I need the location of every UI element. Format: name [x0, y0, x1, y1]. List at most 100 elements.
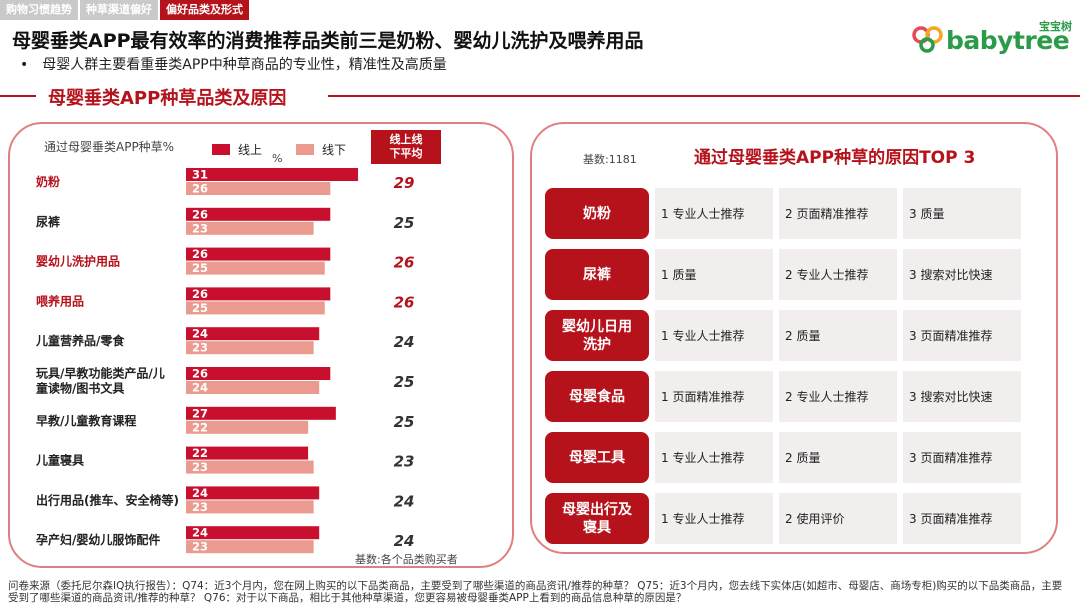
legend-online-label: 线上: [238, 143, 263, 157]
reason-item: 2 专业人士推荐: [779, 249, 897, 300]
section-rule-left: [0, 95, 36, 97]
section-title: 母婴垂类APP种草品类及原因: [48, 88, 287, 109]
reason-item: 2 专业人士推荐: [779, 371, 897, 422]
tab-category-preference[interactable]: 偏好品类及形式: [160, 0, 249, 20]
chart-axis-label: 通过母婴垂类APP种草%: [44, 140, 175, 154]
bar-value-label: 31: [192, 168, 208, 182]
category-label: 孕产妇/婴幼儿服饰配件: [36, 532, 160, 547]
reason-item: 2 使用评价: [779, 493, 897, 544]
reason-item: 3 搜索对比快速: [903, 249, 1021, 300]
category-label: 出行用品(推车、安全椅等): [36, 492, 179, 507]
reason-item: 3 页面精准推荐: [903, 493, 1021, 544]
bar-value-label: 26: [192, 367, 208, 381]
reason-row: 母婴出行及寝具 1 专业人士推荐 2 使用评价 3 页面精准推荐: [545, 493, 1021, 544]
bar-offline: [186, 221, 314, 235]
reason-category: 母婴食品: [545, 371, 649, 422]
reason-item: 1 专业人士推荐: [655, 432, 773, 483]
reason-category: 尿裤: [545, 249, 649, 300]
babytree-logo: babytree 宝宝树: [912, 18, 1072, 60]
bar-value-label: 24: [192, 486, 208, 500]
category-label: 儿童寝具: [35, 453, 84, 468]
bar-offline: [186, 182, 331, 195]
bar-value-label: 26: [192, 287, 208, 301]
reason-item: 1 专业人士推荐: [655, 188, 773, 239]
average-value: 26: [394, 293, 415, 311]
reason-row: 尿裤 1 质量 2 专业人士推荐 3 搜索对比快速: [545, 249, 1021, 300]
bar-offline: [186, 301, 325, 315]
reason-item: 1 页面精准推荐: [655, 371, 773, 422]
average-value: 24: [394, 333, 415, 351]
section-rule-right: [328, 95, 1080, 97]
bar-online: [186, 367, 331, 380]
bar-offline: [186, 500, 314, 514]
legend-offline-label: 线下: [322, 143, 347, 157]
legend-offline-swatch: [296, 144, 314, 155]
bar-online: [186, 486, 320, 500]
category-label: 喂养用品: [36, 293, 84, 308]
category-label: 玩具/早教功能类产品/儿: [36, 366, 165, 381]
bar-value-label: 23: [192, 341, 208, 355]
bar-online: [186, 406, 336, 420]
logo-chinese: 宝宝树: [1039, 20, 1072, 33]
reason-item: 3 质量: [903, 188, 1021, 239]
reason-item: 1 专业人士推荐: [655, 310, 773, 361]
reason-category: 奶粉: [545, 188, 649, 239]
reason-row: 奶粉 1 专业人士推荐 2 页面精准推荐 3 质量: [545, 188, 1021, 239]
bar-value-label: 25: [192, 301, 208, 315]
average-value: 24: [394, 532, 415, 550]
page-title: 母婴垂类APP最有效率的消费推荐品类前三是奶粉、婴幼儿洗护及喂养用品: [12, 30, 644, 52]
bar-value-label: 26: [192, 182, 208, 196]
tab-seeding-channel[interactable]: 种草渠道偏好: [80, 0, 158, 20]
tab-bar: 购物习惯趋势 种草渠道偏好 偏好品类及形式: [0, 0, 251, 20]
reason-row: 母婴食品 1 页面精准推荐 2 专业人士推荐 3 搜索对比快速: [545, 371, 1021, 422]
bar-value-label: 24: [192, 526, 208, 540]
source-footnote: 问卷来源（委托尼尔森IQ执行报告）：Q74：近3个月内，您在网上购买的以下品类商…: [8, 580, 1063, 604]
chart-unit: %: [272, 152, 283, 165]
bar-online: [186, 446, 309, 460]
chart-base-note: 基数:各个品类购买者: [355, 553, 458, 566]
reason-category: 母婴工具: [545, 432, 649, 483]
bar-value-label: 23: [192, 500, 208, 514]
bar-value-label: 26: [192, 247, 208, 261]
category-label: 儿童营养品/零食: [35, 333, 125, 348]
bullet-mark: •: [20, 57, 29, 73]
bar-offline: [186, 540, 314, 554]
bar-online: [186, 526, 320, 540]
reason-item: 2 质量: [779, 432, 897, 483]
bar-offline: [186, 460, 314, 474]
category-label: 奶粉: [36, 174, 60, 189]
bar-value-label: 26: [192, 207, 208, 221]
average-value: 25: [394, 214, 415, 232]
bar-online: [186, 287, 331, 301]
logo-wordmark: babytree: [946, 26, 1070, 55]
bar-online: [186, 207, 331, 221]
bar-value-label: 22: [192, 446, 208, 460]
category-label: 童读物/图书文具: [36, 381, 124, 396]
reason-row: 母婴工具 1 专业人士推荐 2 质量 3 页面精准推荐: [545, 432, 1021, 483]
bar-online: [186, 168, 359, 181]
average-value: 29: [394, 174, 415, 192]
tab-shopping-trend[interactable]: 购物习惯趋势: [0, 0, 78, 20]
bar-offline: [186, 420, 309, 434]
bar-offline: [186, 341, 314, 355]
bar-online: [186, 327, 320, 341]
reasons-title: 通过母婴垂类APP种草的原因TOP 3: [694, 148, 976, 168]
average-value: 23: [394, 453, 415, 471]
reason-category: 婴幼儿日用洗护: [545, 310, 649, 361]
reason-row: 婴幼儿日用洗护 1 专业人士推荐 2 质量 3 页面精准推荐: [545, 310, 1021, 361]
reason-item: 3 页面精准推荐: [903, 432, 1021, 483]
category-label: 尿裤: [36, 214, 60, 229]
bar-value-label: 23: [192, 460, 208, 474]
bar-value-label: 24: [192, 381, 208, 395]
bar-offline: [186, 381, 320, 394]
category-label: 婴幼儿洗护用品: [36, 254, 120, 269]
reason-item: 1 质量: [655, 249, 773, 300]
bar-value-label: 27: [192, 406, 208, 420]
reason-item: 2 质量: [779, 310, 897, 361]
page-subtitle: • 母婴人群主要看重垂类APP中种草商品的专业性，精准性及高质量: [20, 54, 447, 74]
reason-item: 1 专业人士推荐: [655, 493, 773, 544]
bar-value-label: 25: [192, 261, 208, 275]
bar-value-label: 24: [192, 327, 208, 341]
average-value: 24: [394, 492, 415, 510]
